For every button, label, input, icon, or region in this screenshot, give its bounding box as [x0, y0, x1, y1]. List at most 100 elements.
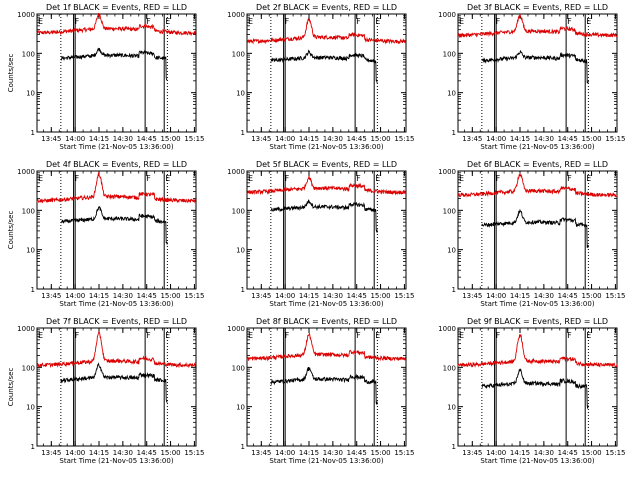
- x-axis-label: Start Time (21-Nov-05 13:36:00): [59, 300, 173, 308]
- marker-label: E: [248, 17, 253, 26]
- x-tick-label: 14:30: [113, 135, 133, 143]
- x-axis-label: Start Time (21-Nov-05 13:36:00): [269, 300, 383, 308]
- lld-series: [457, 171, 618, 198]
- marker-label: E: [375, 174, 380, 183]
- events-series: [270, 199, 378, 233]
- x-tick-label: 14:15: [299, 292, 319, 300]
- y-tick-label: 1: [31, 443, 35, 451]
- y-tick-label: 1: [452, 443, 456, 451]
- x-tick-label: 14:00: [486, 135, 506, 143]
- events-series: [481, 208, 589, 248]
- x-tick-label: 14:45: [347, 135, 367, 143]
- plot-frame: [246, 13, 407, 133]
- events-series: [60, 206, 168, 246]
- x-tick-label: 14:00: [65, 292, 85, 300]
- x-tick-label: 14:45: [347, 292, 367, 300]
- x-tick-label: 13:45: [41, 135, 61, 143]
- x-tick-label: 14:00: [65, 135, 85, 143]
- y-tick-label: 10: [236, 90, 245, 98]
- x-tick-label: 15:15: [184, 449, 204, 457]
- marker-label: F: [146, 17, 151, 26]
- y-tick-label: 1000: [438, 325, 456, 333]
- panel-1: Det 1f BLACK = Events, RED = LLD 1 10 100 10…: [7, 3, 205, 151]
- lld-series: [457, 333, 618, 368]
- panel-title: Det 4f BLACK = Events, RED = LLD: [46, 160, 187, 169]
- marker-label: E: [165, 17, 170, 26]
- x-tick-label: 13:45: [251, 449, 271, 457]
- panel-8: Det 8f BLACK = Events, RED = LLD 1 10 100 10…: [227, 317, 414, 465]
- marker-label: E: [375, 17, 380, 26]
- marker-label: F: [567, 331, 572, 340]
- marker-label: F: [567, 17, 572, 26]
- x-tick-label: 15:00: [370, 449, 390, 457]
- x-tick-label: 15:15: [394, 135, 414, 143]
- x-axis-label: Start Time (21-Nov-05 13:36:00): [480, 143, 594, 151]
- x-tick-label: 14:45: [137, 135, 157, 143]
- events-series: [60, 362, 168, 403]
- y-tick-label: 1: [241, 129, 245, 137]
- panel-title: Det 1f BLACK = Events, RED = LLD: [46, 3, 187, 12]
- x-tick-label: 14:00: [275, 292, 295, 300]
- x-tick-label: 14:00: [486, 292, 506, 300]
- y-tick-label: 10: [447, 90, 456, 98]
- x-tick-label: 15:00: [581, 449, 601, 457]
- x-tick-label: 15:00: [370, 292, 390, 300]
- panel-title: Det 8f BLACK = Events, RED = LLD: [256, 317, 397, 326]
- x-tick-label: 15:00: [160, 292, 180, 300]
- marker-label: E: [586, 331, 591, 340]
- lld-series: [36, 331, 197, 369]
- y-tick-label: 1: [31, 129, 35, 137]
- x-axis-label: Start Time (21-Nov-05 13:36:00): [59, 457, 173, 465]
- panel-6: Det 6f BLACK = Events, RED = LLD 1 10 100 10…: [438, 160, 625, 308]
- x-tick-label: 15:00: [160, 135, 180, 143]
- marker-label: F: [356, 17, 361, 26]
- y-tick-label: 10: [447, 404, 456, 412]
- y-tick-label: 1: [452, 129, 456, 137]
- plot-frame: [36, 327, 197, 447]
- y-tick-label: 100: [22, 50, 35, 58]
- x-axis-label: Start Time (21-Nov-05 13:36:00): [480, 300, 594, 308]
- x-tick-label: 14:45: [558, 135, 578, 143]
- lld-series: [246, 18, 407, 45]
- x-tick-label: 13:45: [41, 292, 61, 300]
- panel-title: Det 5f BLACK = Events, RED = LLD: [256, 160, 397, 169]
- marker-label: E: [248, 174, 253, 183]
- y-tick-label: 1: [241, 286, 245, 294]
- x-tick-label: 15:15: [184, 135, 204, 143]
- panel-4: Det 4f BLACK = Events, RED = LLD 1 10 100 10…: [7, 160, 205, 308]
- y-tick-label: 100: [22, 207, 35, 215]
- x-tick-label: 14:30: [323, 449, 343, 457]
- x-tick-label: 14:45: [137, 292, 157, 300]
- marker-label: F: [146, 174, 151, 183]
- marker-label: F: [75, 17, 80, 26]
- x-tick-label: 15:15: [394, 449, 414, 457]
- events-series: [481, 49, 589, 84]
- marker-label: F: [285, 174, 290, 183]
- x-tick-label: 14:15: [89, 135, 109, 143]
- x-tick-label: 14:45: [558, 292, 578, 300]
- y-tick-label: 100: [443, 50, 456, 58]
- y-tick-label: 1000: [17, 168, 35, 176]
- marker-label: E: [459, 174, 464, 183]
- panel-title: Det 6f BLACK = Events, RED = LLD: [467, 160, 608, 169]
- x-tick-label: 14:45: [558, 449, 578, 457]
- x-tick-label: 14:30: [534, 292, 554, 300]
- x-tick-label: 13:45: [41, 449, 61, 457]
- plot-frame: [246, 327, 407, 447]
- marker-label: F: [285, 331, 290, 340]
- x-tick-label: 14:00: [486, 449, 506, 457]
- panel-5: Det 5f BLACK = Events, RED = LLD 1 10 100 10…: [227, 160, 414, 308]
- marker-label: E: [248, 331, 253, 340]
- panel-9: Det 9f BLACK = Events, RED = LLD 1 10 100 10…: [438, 317, 625, 465]
- marker-label: E: [38, 331, 43, 340]
- x-tick-label: 14:15: [510, 449, 530, 457]
- y-tick-label: 100: [443, 364, 456, 372]
- x-tick-label: 13:45: [251, 292, 271, 300]
- y-tick-label: 1000: [227, 168, 245, 176]
- y-tick-label: 1000: [227, 325, 245, 333]
- marker-label: F: [496, 17, 501, 26]
- y-axis-label: Counts/sec: [7, 368, 15, 407]
- y-tick-label: 1: [452, 286, 456, 294]
- marker-label: E: [38, 17, 43, 26]
